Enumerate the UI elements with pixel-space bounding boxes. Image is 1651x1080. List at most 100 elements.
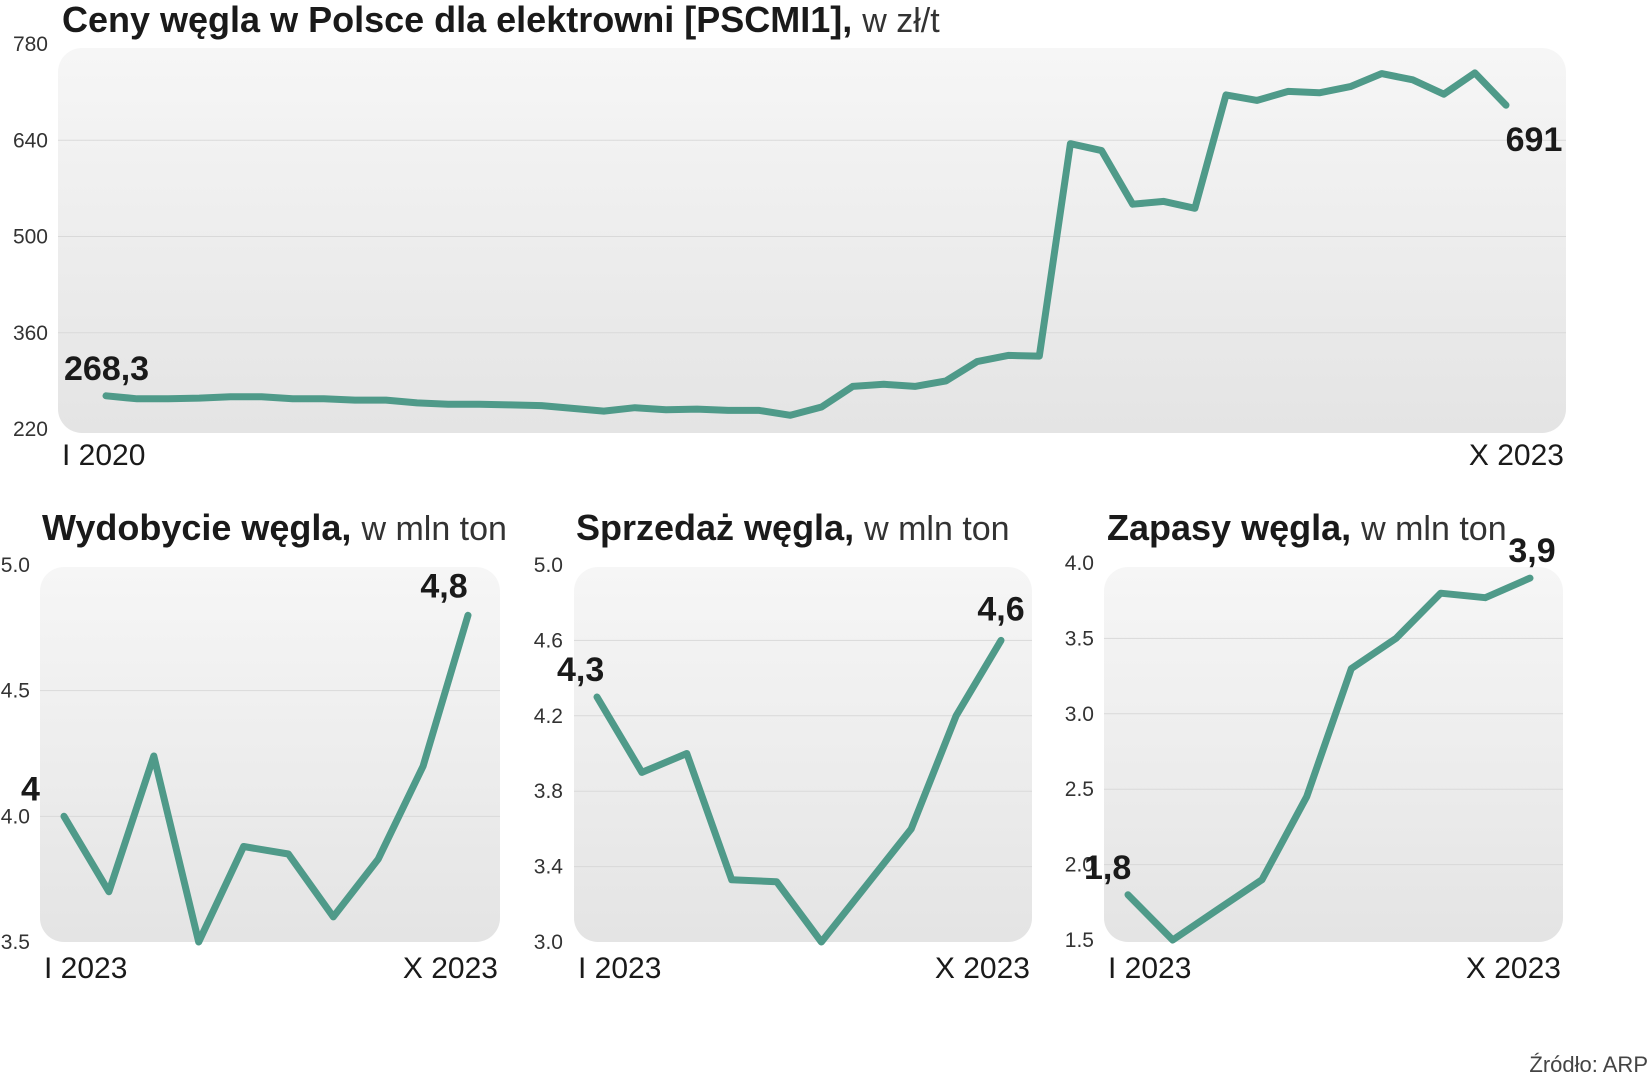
data-point <box>943 377 950 384</box>
y-tick-label: 640 <box>13 129 48 152</box>
chart-title-unit: w mln ton <box>360 510 507 548</box>
x-end-label: X 2023 <box>1466 952 1561 985</box>
end-value-label: 4,8 <box>420 567 467 605</box>
end-value-label: 4,6 <box>977 590 1024 628</box>
chart-title-unit: w zł/t <box>861 2 940 40</box>
y-tick-label: 4.5 <box>1 680 30 703</box>
data-point <box>1191 205 1198 212</box>
y-tick-label: 2.0 <box>1065 854 1094 877</box>
y-tick-label: 5.0 <box>1 554 30 577</box>
y-tick-label: 2.5 <box>1065 778 1094 801</box>
data-point <box>1378 70 1385 77</box>
y-tick-label: 3.8 <box>534 780 563 803</box>
data-point <box>1254 97 1261 104</box>
data-point <box>1005 352 1012 359</box>
data-point <box>150 753 157 760</box>
data-point <box>383 397 390 404</box>
data-point <box>1482 594 1489 601</box>
y-tick-label: 3.0 <box>534 931 563 954</box>
chart-title-main: Wydobycie węgla, <box>42 507 351 548</box>
data-point <box>165 395 172 402</box>
y-tick-label: 3.0 <box>1065 703 1094 726</box>
data-point <box>258 393 265 400</box>
data-point <box>1527 575 1534 582</box>
data-point <box>320 395 327 402</box>
data-point <box>683 750 690 757</box>
chart-title: Wydobycie węgla, w mln ton <box>42 507 507 548</box>
data-point <box>105 888 112 895</box>
y-tick-label: 4.2 <box>534 705 563 728</box>
y-tick-label: 3.5 <box>1 931 30 954</box>
data-point <box>773 878 780 885</box>
data-point <box>1347 83 1354 90</box>
data-point <box>134 395 141 402</box>
chart-title: Ceny węgla w Polsce dla elektrowni [PSCM… <box>62 0 940 40</box>
data-point <box>663 406 670 413</box>
data-point <box>330 913 337 920</box>
data-point <box>908 825 915 832</box>
data-point <box>465 612 472 619</box>
y-tick-label: 220 <box>13 418 48 441</box>
data-point <box>1409 76 1416 83</box>
data-point <box>61 813 68 820</box>
y-tick-label: 780 <box>13 33 48 56</box>
start-value-label: 4,3 <box>557 651 604 689</box>
y-tick-label: 4.6 <box>534 629 563 652</box>
y-tick-label: 5.0 <box>534 554 563 577</box>
data-point <box>1129 201 1136 208</box>
data-point <box>414 399 421 406</box>
series-line <box>60 611 472 946</box>
start-value-label: 1,8 <box>1084 849 1131 887</box>
chart-title-main: Ceny węgla w Polsce dla elektrowni [PSCM… <box>62 0 852 40</box>
data-point <box>1316 89 1323 96</box>
data-point <box>103 392 110 399</box>
chart-panel <box>574 567 1032 942</box>
x-start-label: I 2023 <box>578 952 661 985</box>
data-point <box>974 358 981 365</box>
data-point <box>600 408 607 415</box>
end-value-label: 691 <box>1506 121 1563 159</box>
data-point <box>195 939 202 946</box>
x-start-label: I 2023 <box>1108 952 1191 985</box>
chart-sales: Sprzedaż węgla, w mln ton 5.0 4.6 4.2 3.8 3.4 3… <box>534 507 1032 985</box>
data-point <box>445 401 452 408</box>
data-point <box>1285 88 1292 95</box>
x-end-label: X 2023 <box>935 952 1030 985</box>
data-point <box>725 407 732 414</box>
data-point <box>1067 140 1074 147</box>
start-value-label: 4 <box>21 770 40 808</box>
series-line <box>1124 574 1534 944</box>
chart-mining: Wydobycie węgla, w mln ton 5.0 4.5 4.0 3.5 I 2… <box>1 507 507 985</box>
y-tick-label: 3.5 <box>1065 627 1094 650</box>
data-point <box>1036 353 1043 360</box>
y-tick-label: 500 <box>13 226 48 249</box>
chart-title-main: Zapasy węgla, <box>1107 507 1351 548</box>
data-point <box>196 395 203 402</box>
data-point <box>1348 665 1355 672</box>
data-point <box>1214 906 1221 913</box>
data-point <box>849 383 856 390</box>
data-point <box>1160 198 1167 205</box>
chart-title-unit: w mln ton <box>863 510 1010 548</box>
data-point <box>953 712 960 719</box>
data-point <box>631 404 638 411</box>
chart-prices: Ceny węgla w Polsce dla elektrowni [PSCM… <box>13 0 1566 472</box>
x-end-label: X 2023 <box>1469 439 1564 472</box>
chart-panel <box>58 48 1566 433</box>
data-point <box>1259 876 1266 883</box>
chart-title: Sprzedaż węgla, w mln ton <box>576 507 1010 548</box>
data-point <box>227 393 234 400</box>
data-point <box>569 405 576 412</box>
data-point <box>507 401 514 408</box>
data-point <box>351 397 358 404</box>
data-point <box>818 404 825 411</box>
source-note: Źródło: ARP <box>1529 1052 1648 1077</box>
series-line <box>102 69 1510 419</box>
chart-stocks: Zapasy węgla, w mln ton 4.0 3.5 3.0 2.5 2.0 1.5… <box>1065 507 1563 985</box>
data-point <box>638 769 645 776</box>
data-point <box>594 693 601 700</box>
data-point <box>420 763 427 770</box>
start-value-label: 268,3 <box>64 350 149 388</box>
end-value-label: 3,9 <box>1508 532 1555 570</box>
